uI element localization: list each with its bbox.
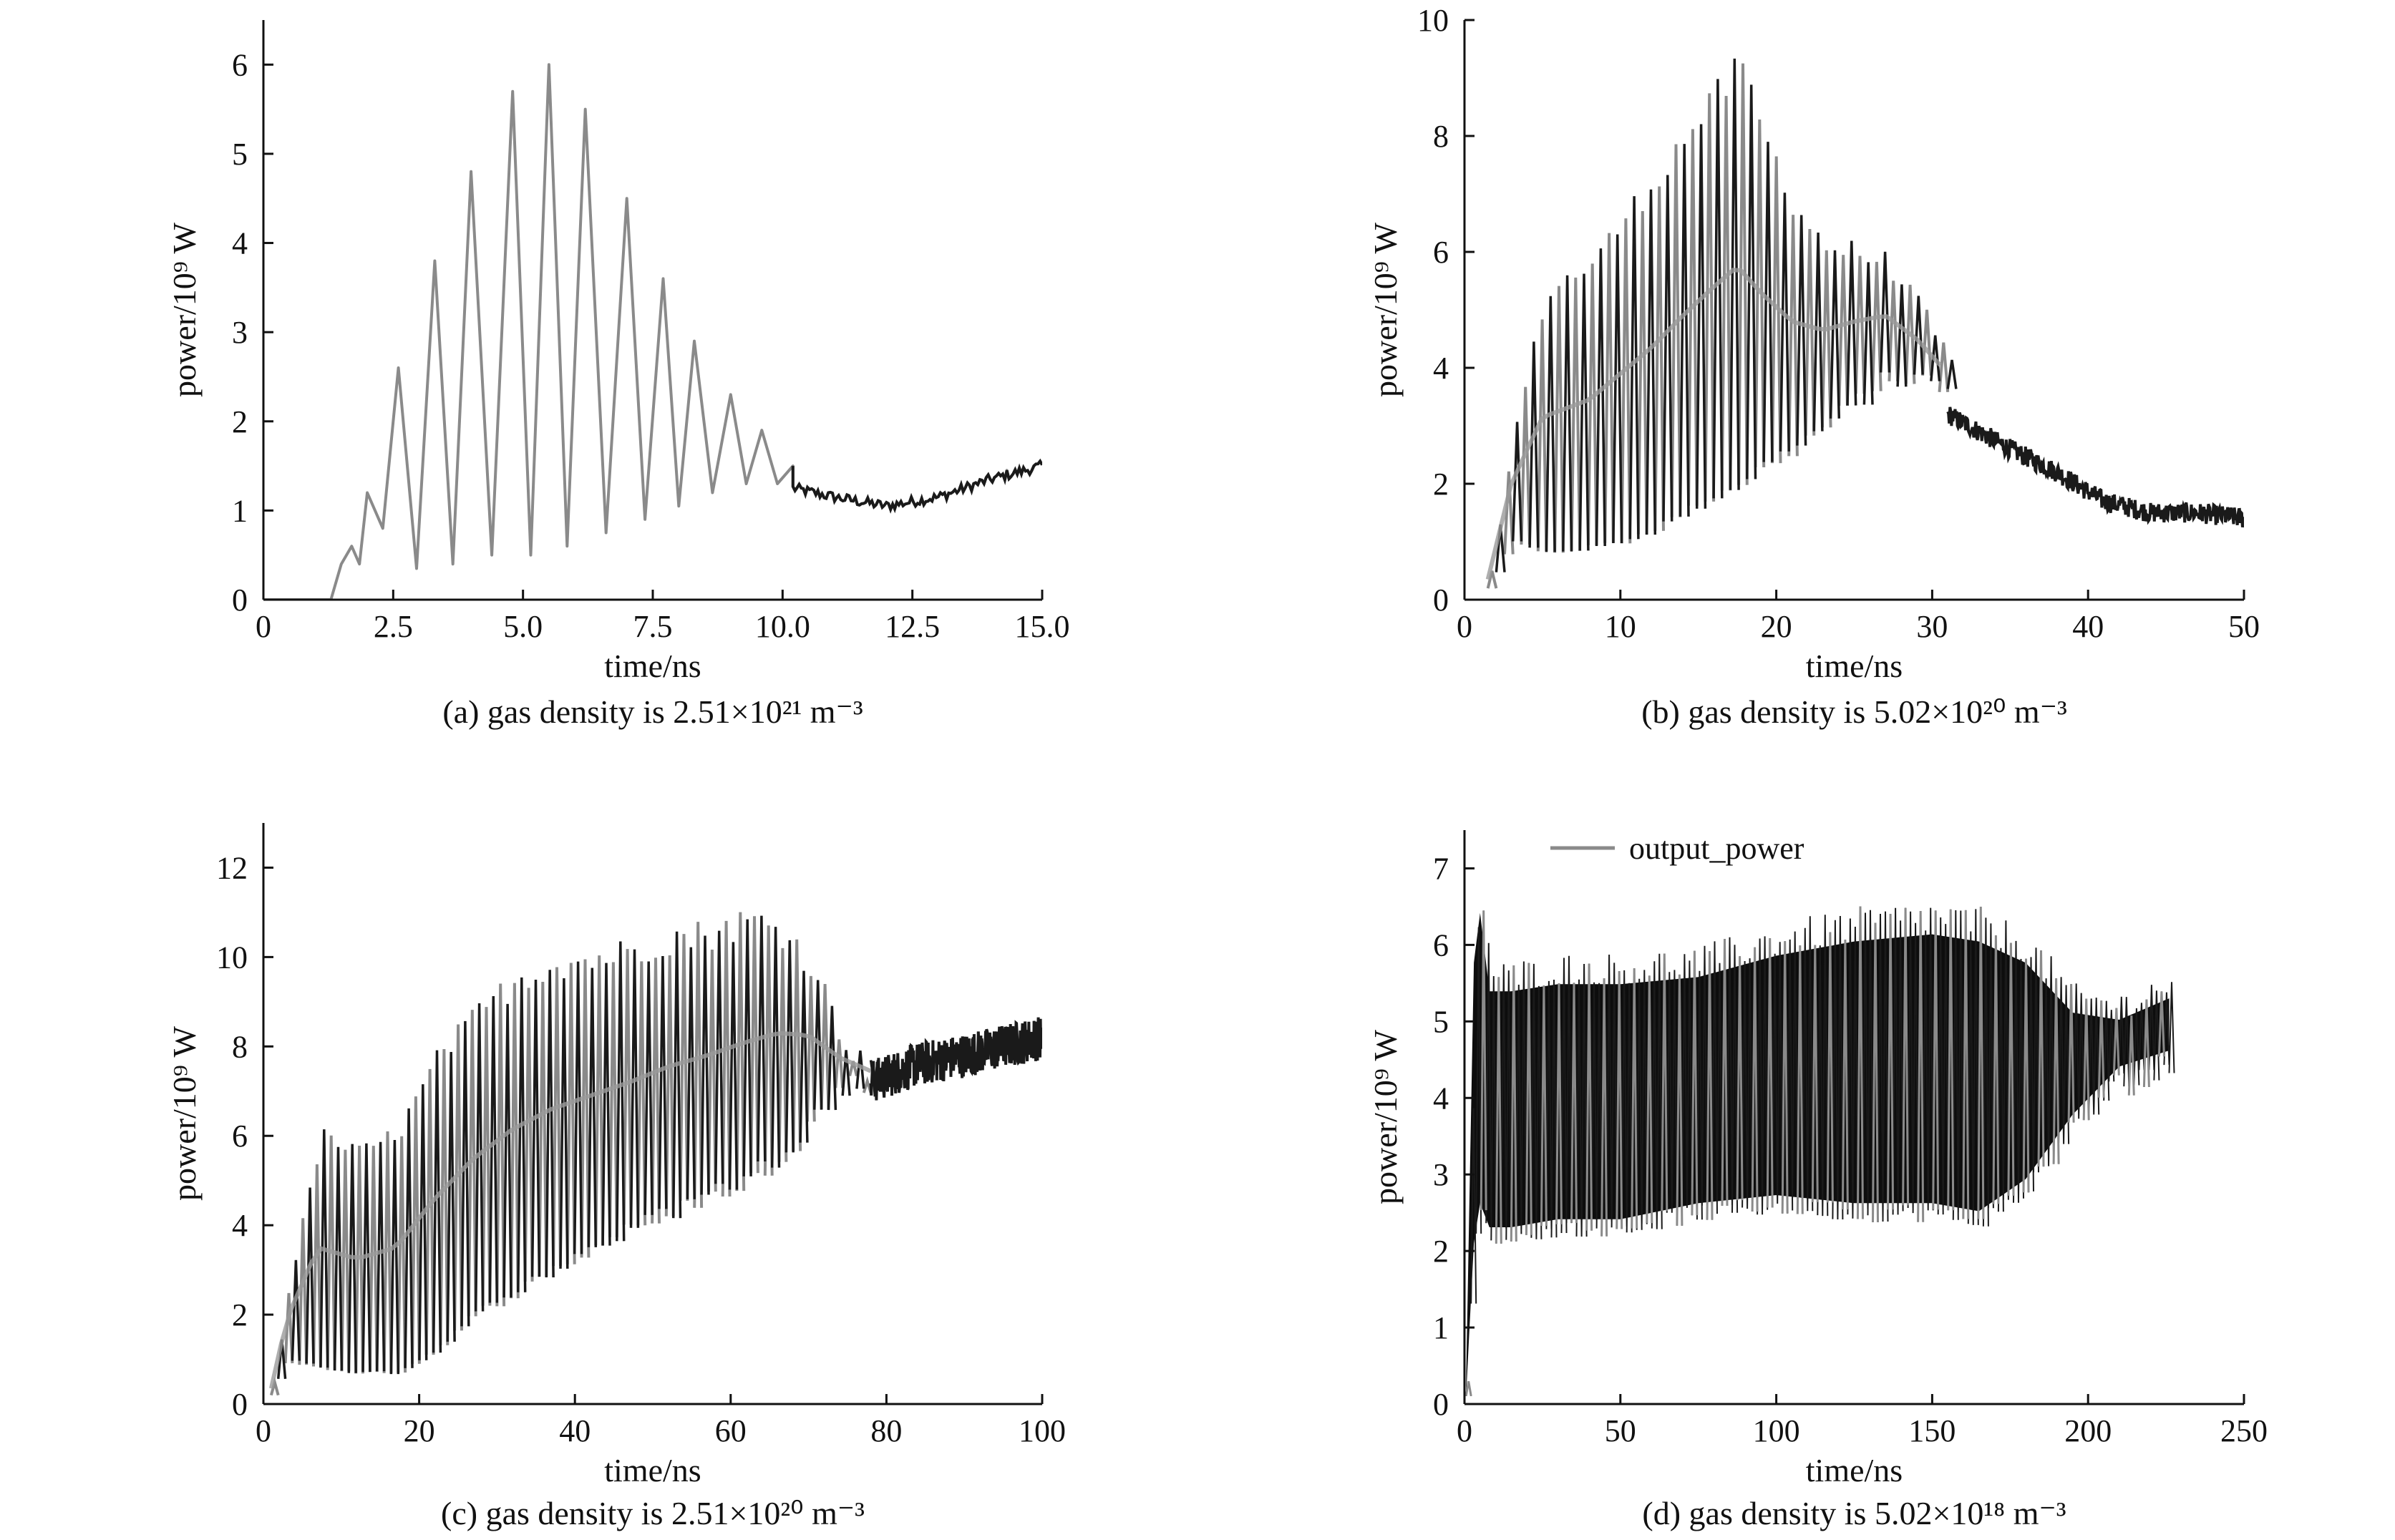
panel-caption: (b) gas density is 5.02×10²⁰ m⁻³ <box>1641 693 2067 730</box>
y-tick-label: 10 <box>216 940 248 975</box>
y-tick-label: 6 <box>1433 927 1449 962</box>
x-tick-label: 40 <box>559 1413 591 1448</box>
x-tick-label: 10.0 <box>755 609 810 644</box>
y-tick-label: 3 <box>232 315 248 350</box>
y-tick-label: 0 <box>1433 1387 1449 1422</box>
x-tick-label: 60 <box>715 1413 747 1448</box>
y-tick-label: 12 <box>216 850 248 885</box>
y-tick-label: 4 <box>232 1208 248 1243</box>
x-tick-label: 7.5 <box>633 609 673 644</box>
y-tick-label: 1 <box>232 493 248 528</box>
y-tick-label: 2 <box>1433 1234 1449 1269</box>
y-tick-label: 3 <box>1433 1157 1449 1192</box>
y-tick-label: 6 <box>232 1119 248 1154</box>
y-tick-label: 6 <box>1433 235 1449 270</box>
plot-area <box>263 63 1042 600</box>
panel-d: 0 50 100 150 200 250 0 1 2 3 4 5 6 7 time/ns power/10⁹ … <box>1367 830 2268 1531</box>
x-tick-label: 100 <box>1019 1413 1066 1448</box>
plot-area <box>268 912 1042 1396</box>
x-axis-label: time/ns <box>604 648 701 684</box>
y-tick-label: 5 <box>1433 1004 1449 1039</box>
x-tick-label: 40 <box>2072 609 2104 644</box>
x-tick-label: 0 <box>256 609 271 644</box>
panel-caption: (c) gas density is 2.51×10²⁰ m⁻³ <box>441 1495 865 1531</box>
x-tick-label: 20 <box>404 1413 435 1448</box>
x-tick-label: 30 <box>1916 609 1948 644</box>
y-tick-label: 10 <box>1417 3 1449 38</box>
y-tick-label: 0 <box>232 1387 248 1422</box>
panel-a: 0 2.5 5.0 7.5 10.0 12.5 15.0 0 1 2 3 4 5 6 time/ns powe… <box>166 20 1070 730</box>
x-axis-label: time/ns <box>604 1452 701 1488</box>
series-line <box>1464 906 2165 1397</box>
y-axis-label: power/10⁹ W <box>1367 1029 1404 1204</box>
y-tick-label: 8 <box>232 1029 248 1064</box>
x-tick-label: 50 <box>2228 609 2260 644</box>
x-tick-label: 150 <box>1908 1413 1956 1448</box>
y-axis-label: power/10⁹ W <box>166 1025 203 1200</box>
x-tick-label: 250 <box>2220 1413 2268 1448</box>
x-tick-label: 80 <box>870 1413 902 1448</box>
y-tick-label: 4 <box>232 226 248 261</box>
panel-b: 0 10 20 30 40 50 0 2 4 6 8 10 time/ns power/10⁹ W (b) … <box>1367 3 2260 730</box>
x-axis-label: time/ns <box>1806 1452 1903 1488</box>
x-tick-label: 50 <box>1605 1413 1636 1448</box>
y-tick-label: 0 <box>232 583 248 618</box>
y-tick-label: 4 <box>1433 351 1449 386</box>
x-tick-label: 200 <box>2064 1413 2112 1448</box>
x-tick-label: 15.0 <box>1015 609 1070 644</box>
y-axis-label: power/10⁹ W <box>166 222 203 396</box>
series-mean <box>268 1030 872 1389</box>
plot-area <box>1485 58 2244 589</box>
series-line <box>263 63 1042 600</box>
series-mean <box>1485 268 1942 580</box>
y-tick-label: 6 <box>232 47 248 82</box>
y-tick-label: 5 <box>232 137 248 172</box>
x-tick-label: 2.5 <box>374 609 413 644</box>
x-axis-label: time/ns <box>1806 648 1903 684</box>
x-tick-label: 0 <box>1457 609 1472 644</box>
series-line <box>269 912 873 1396</box>
y-tick-label: 7 <box>1433 851 1449 886</box>
panel-caption: (d) gas density is 5.02×10¹⁸ m⁻³ <box>1642 1495 2066 1531</box>
series-tail <box>791 458 1042 514</box>
series-dark <box>276 915 880 1379</box>
x-tick-label: 0 <box>1457 1413 1472 1448</box>
y-tick-label: 2 <box>232 404 248 439</box>
panel-caption: (a) gas density is 2.51×10²¹ m⁻³ <box>442 693 863 730</box>
x-tick-label: 20 <box>1761 609 1792 644</box>
y-tick-label: 2 <box>232 1297 248 1332</box>
x-tick-label: 10 <box>1605 609 1636 644</box>
plot-area <box>1464 906 2175 1397</box>
y-tick-label: 2 <box>1433 467 1449 502</box>
y-axis-label: power/10⁹ W <box>1367 222 1404 396</box>
x-tick-label: 5.0 <box>503 609 543 644</box>
x-tick-label: 0 <box>256 1413 271 1448</box>
legend-label: output_power <box>1629 831 1804 866</box>
panel-c: 0 20 40 60 80 100 0 2 4 6 8 10 12 time/ns power/10⁹ W (… <box>166 823 1066 1531</box>
y-tick-label: 1 <box>1433 1310 1449 1345</box>
y-tick-label: 4 <box>1433 1081 1449 1116</box>
y-tick-label: 8 <box>1433 119 1449 154</box>
series-tail <box>1946 406 2244 528</box>
y-tick-label: 0 <box>1433 583 1449 618</box>
x-tick-label: 12.5 <box>885 609 940 644</box>
x-tick-label: 100 <box>1753 1413 1800 1448</box>
series-tail <box>869 1017 1042 1101</box>
